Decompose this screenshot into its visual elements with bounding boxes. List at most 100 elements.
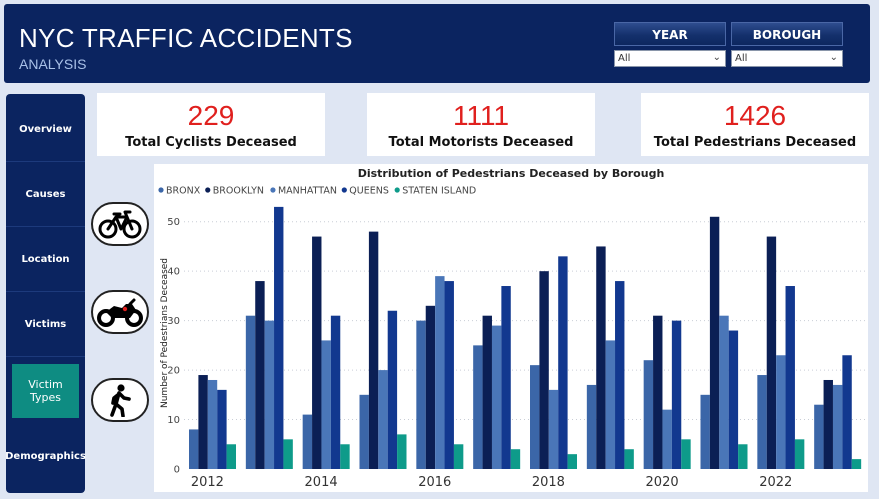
motorcycle-icon xyxy=(97,298,143,327)
legend-label: MANHATTAN xyxy=(278,186,337,197)
x-tick-label: 2020 xyxy=(646,475,679,490)
borough-select[interactable]: All ⌄ xyxy=(731,50,843,67)
bar xyxy=(510,449,521,469)
sidebar-item-overview[interactable]: Overview xyxy=(6,98,85,162)
bar xyxy=(453,444,464,469)
bar xyxy=(728,330,739,469)
bar xyxy=(662,409,672,469)
bar xyxy=(416,320,426,469)
x-tick-label: 2022 xyxy=(759,475,792,490)
y-tick-label: 40 xyxy=(167,267,180,278)
kpi-label: Total Cyclists Deceased xyxy=(125,135,297,150)
bar xyxy=(378,370,388,469)
bar xyxy=(530,365,540,469)
legend-label: STATEN ISLAND xyxy=(402,186,476,197)
chevron-down-icon: ⌄ xyxy=(829,52,838,63)
borough-filter: BOROUGH All ⌄ xyxy=(731,22,843,67)
bar xyxy=(425,305,436,469)
sidebar-item-demographics[interactable]: Demographics xyxy=(5,424,86,488)
year-select-value: All xyxy=(618,53,631,64)
year-filter-label: YEAR xyxy=(614,22,726,46)
kpi-value: 229 xyxy=(187,100,235,131)
bar xyxy=(681,439,691,469)
sidebar-nav: Overview Causes Location Victims Victim … xyxy=(5,94,86,493)
bar xyxy=(444,281,454,469)
kpi-motorists-card: 1111 Total Motorists Deceased xyxy=(367,93,595,156)
bar xyxy=(671,320,682,469)
bar xyxy=(302,414,313,469)
bar xyxy=(387,310,398,469)
app-subtitle: ANALYSIS xyxy=(19,56,87,72)
sidebar-item-victim-types[interactable]: Victim Types xyxy=(12,364,79,418)
x-tick-label: 2016 xyxy=(418,475,451,490)
y-tick-label: 10 xyxy=(167,415,180,426)
y-axis-label: Number of Pedestrians Deceased xyxy=(160,258,170,408)
bar xyxy=(539,271,549,469)
bar xyxy=(643,360,654,469)
bar xyxy=(368,231,379,469)
bar xyxy=(321,340,331,469)
bicycle-icon xyxy=(98,210,142,239)
bar xyxy=(624,449,634,469)
sidebar-item-label: Victims xyxy=(24,319,67,330)
bar xyxy=(501,286,511,469)
pedestrians-button[interactable] xyxy=(91,378,149,422)
bar xyxy=(719,315,729,469)
sidebar-item-label: Location xyxy=(21,254,70,265)
bar xyxy=(330,315,341,469)
bar xyxy=(491,325,502,469)
cyclists-button[interactable] xyxy=(91,202,149,246)
sidebar-item-causes[interactable]: Causes xyxy=(6,163,85,227)
bar xyxy=(548,389,559,469)
bar xyxy=(709,216,720,469)
bar xyxy=(397,434,407,469)
year-select[interactable]: All ⌄ xyxy=(614,50,726,67)
bar xyxy=(312,236,322,469)
bar xyxy=(435,276,445,469)
header-bar: NYC TRAFFIC ACCIDENTS ANALYSIS YEAR All … xyxy=(4,4,870,83)
kpi-pedestrians-card: 1426 Total Pedestrians Deceased xyxy=(641,93,869,156)
sidebar-item-victims[interactable]: Victims xyxy=(6,293,85,357)
bar xyxy=(359,394,369,469)
y-tick-label: 0 xyxy=(174,465,180,476)
y-tick-label: 20 xyxy=(167,366,180,377)
bar xyxy=(198,375,208,469)
chevron-down-icon: ⌄ xyxy=(712,52,721,63)
borough-filter-label: BOROUGH xyxy=(731,22,843,46)
bar xyxy=(245,315,256,469)
bar xyxy=(586,384,597,469)
bar xyxy=(794,439,805,469)
bar xyxy=(776,355,786,469)
motorists-button[interactable] xyxy=(91,290,149,334)
bar xyxy=(264,320,275,469)
sidebar-item-location[interactable]: Location xyxy=(6,228,85,292)
sidebar-item-label: Causes xyxy=(25,189,66,200)
kpi-cyclists-card: 229 Total Cyclists Deceased xyxy=(97,93,325,156)
bar xyxy=(255,281,265,469)
year-filter: YEAR All ⌄ xyxy=(614,22,726,67)
legend-label: QUEENS xyxy=(349,186,389,197)
legend-marker xyxy=(270,187,276,193)
pedestrian-icon xyxy=(110,384,131,417)
borough-select-value: All xyxy=(735,53,748,64)
bar xyxy=(700,394,710,469)
bar xyxy=(653,315,663,469)
bar xyxy=(217,389,227,469)
bar xyxy=(823,379,833,469)
y-tick-label: 50 xyxy=(167,217,180,228)
bar xyxy=(605,340,616,469)
bar xyxy=(766,236,777,469)
bar xyxy=(340,444,350,469)
kpi-value: 1426 xyxy=(723,100,787,131)
kpi-value: 1111 xyxy=(452,100,510,131)
app-title: NYC TRAFFIC ACCIDENTS xyxy=(19,23,353,53)
bar xyxy=(785,286,795,469)
sidebar-item-label: Overview xyxy=(19,124,72,135)
y-tick-label: 30 xyxy=(167,316,180,327)
x-tick-label: 2012 xyxy=(191,475,224,490)
bar xyxy=(189,429,199,469)
pedestrians-by-borough-chart: Distribution of Pedestrians Deceased by … xyxy=(154,164,868,492)
bar xyxy=(615,281,625,469)
legend-label: BRONX xyxy=(166,186,201,197)
legend-marker xyxy=(394,187,400,193)
